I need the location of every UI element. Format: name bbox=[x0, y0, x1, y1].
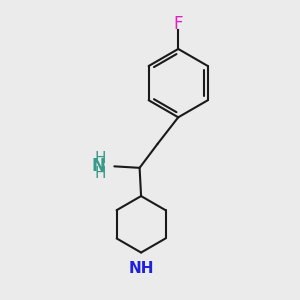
Text: NH: NH bbox=[128, 262, 154, 277]
Text: N: N bbox=[91, 157, 105, 175]
Text: H: H bbox=[94, 166, 106, 181]
Text: F: F bbox=[173, 15, 183, 33]
Text: H: H bbox=[94, 152, 106, 166]
